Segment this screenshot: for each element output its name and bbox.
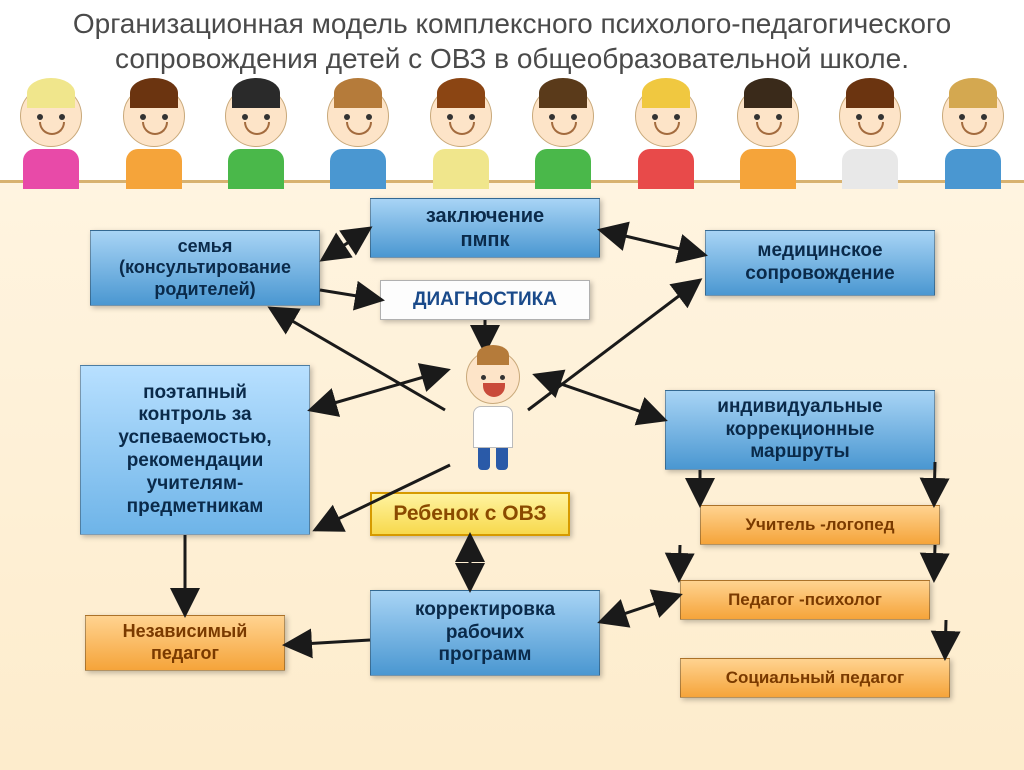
header-child: [313, 85, 403, 195]
arrow: [528, 280, 700, 410]
header-child: [109, 85, 199, 195]
header-child: [518, 85, 608, 195]
diagram-area: заключение пмпксемья (консультирование р…: [0, 180, 1024, 770]
arrow: [679, 545, 680, 580]
header-children-row: [0, 55, 1024, 195]
arrow: [934, 462, 935, 505]
arrow: [285, 640, 370, 645]
header-child: [723, 85, 813, 195]
arrow: [315, 465, 450, 530]
arrow: [600, 595, 680, 622]
arrow: [322, 228, 370, 260]
header-child: [928, 85, 1018, 195]
header-child: [621, 85, 711, 195]
arrow: [535, 375, 665, 420]
arrow: [945, 620, 946, 658]
header-child: [825, 85, 915, 195]
arrow: [320, 290, 382, 300]
page-title: Организационная модель комплексного псих…: [0, 0, 1024, 76]
header-child: [211, 85, 301, 195]
arrow: [600, 230, 705, 255]
arrow: [934, 545, 935, 580]
header-child: [416, 85, 506, 195]
header-child: [6, 85, 96, 195]
center-child-icon: [458, 350, 528, 480]
arrow: [310, 370, 448, 410]
